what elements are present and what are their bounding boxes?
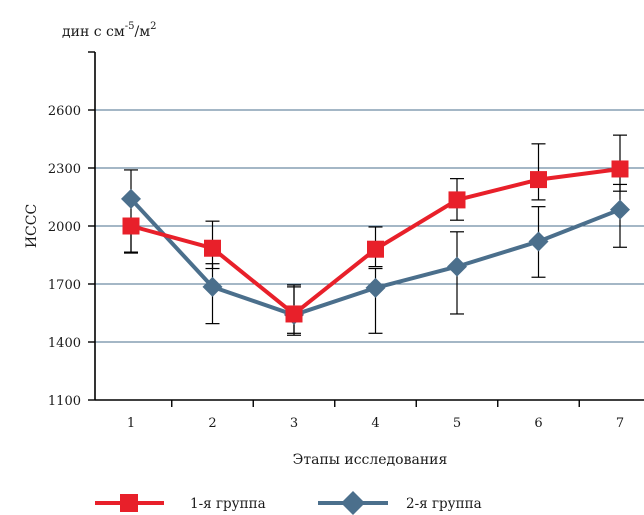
y-tick-label-1100: 1100 [48,394,81,409]
legend-marker-series-1 [120,494,138,512]
point-s1-p1 [122,217,140,235]
unit-exponent-2: 2 [150,21,156,32]
y-tick-label-2000: 2000 [48,220,81,235]
y-unit-label: дин с см-5/м2 [62,21,157,40]
y-tick-label-2300: 2300 [48,162,81,177]
point-s1-p4 [367,240,384,258]
legend-marker-series-2 [341,491,365,515]
point-s1-p3 [285,305,303,323]
series-markers [121,160,630,325]
y-tick-label-2600: 2600 [48,104,81,119]
x-tick-label-4: 4 [371,416,379,431]
point-s2-p4 [365,277,386,298]
point-s2-p1 [121,188,141,209]
legend-label-series-2: 2-я группа [406,496,482,512]
x-tick-label-7: 7 [616,416,624,431]
x-tick-label-6: 6 [534,416,542,431]
point-s2-p7 [610,199,630,220]
error-bars [124,134,627,336]
x-tick-label-2: 2 [208,416,216,431]
y-tick-label-1400: 1400 [48,336,81,351]
point-s1-p6 [530,171,547,189]
point-s1-p5 [448,191,466,209]
grid-lines [95,109,644,343]
point-s1-p2 [204,239,221,257]
point-s1-p7 [611,160,629,178]
x-axis-title: Этапы исследования [293,452,448,468]
ticks: 1100 1400 1700 2000 2300 2600 1 2 3 4 5 6 7 [48,51,624,431]
error-bar-s2-p1 [124,169,138,254]
y-tick-label-1700: 1700 [48,278,81,293]
point-s2-p2 [202,276,223,297]
x-tick-label-3: 3 [290,416,298,431]
unit-exponent-1: -5 [125,21,135,32]
x-tick-label-1: 1 [127,416,135,431]
point-s2-p6 [528,231,549,252]
unit-slash: / [135,24,140,40]
y-axis-title: ИССС [24,204,40,248]
legend-label-series-1: 1-я группа [190,496,266,512]
unit-base: дин с см [62,24,125,40]
point-s2-p5 [447,256,467,277]
legend-item-series-2: 2-я группа [318,491,482,515]
legend-item-series-1: 1-я группа [95,494,266,512]
legend: 1-я группа 2-я группа [95,491,482,515]
unit-m: м [139,24,150,40]
x-tick-label-5: 5 [453,416,461,431]
